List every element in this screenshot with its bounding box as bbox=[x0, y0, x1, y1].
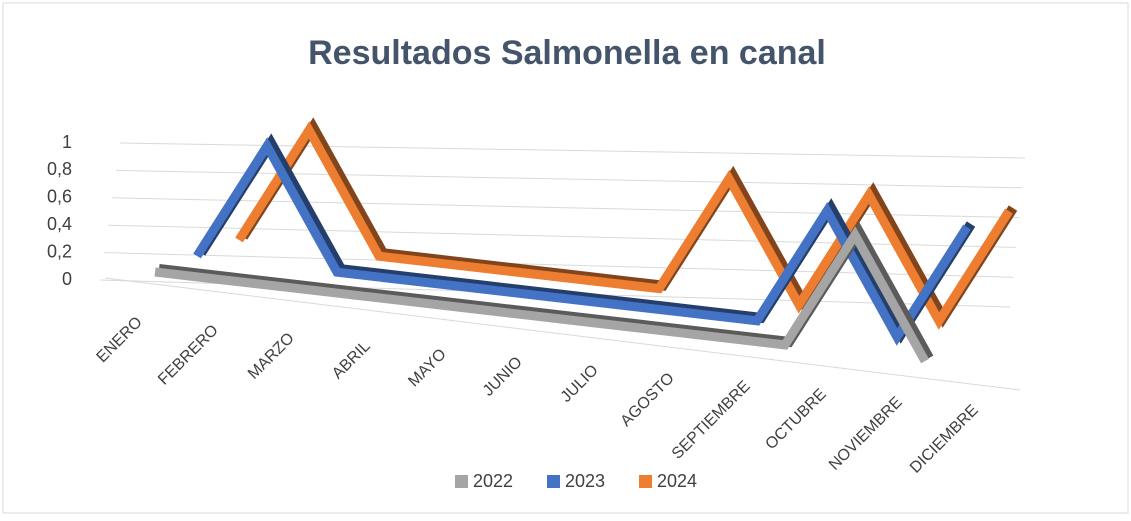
y-tick-label: 1 bbox=[62, 132, 72, 152]
legend-swatch bbox=[455, 475, 468, 488]
grid-line bbox=[115, 169, 1023, 189]
chart-frame bbox=[2, 2, 1129, 514]
y-tick-label: 0,8 bbox=[47, 159, 72, 179]
series-line bbox=[154, 226, 929, 364]
legend-label: 2022 bbox=[473, 471, 513, 491]
series-line bbox=[193, 137, 971, 346]
series-line bbox=[235, 121, 1013, 330]
y-tick-label: 0,2 bbox=[47, 241, 72, 261]
legend-label: 2024 bbox=[657, 471, 697, 491]
chart-title: Resultados Salmonella en canal bbox=[308, 34, 826, 72]
legend-swatch bbox=[639, 475, 652, 488]
legend-swatch bbox=[547, 475, 560, 488]
y-tick-label: 0 bbox=[62, 269, 72, 289]
y-tick-label: 0,6 bbox=[47, 187, 72, 207]
y-tick-label: 0,4 bbox=[47, 214, 72, 234]
floor-edge bbox=[104, 277, 1021, 391]
legend-label: 2023 bbox=[565, 471, 605, 491]
